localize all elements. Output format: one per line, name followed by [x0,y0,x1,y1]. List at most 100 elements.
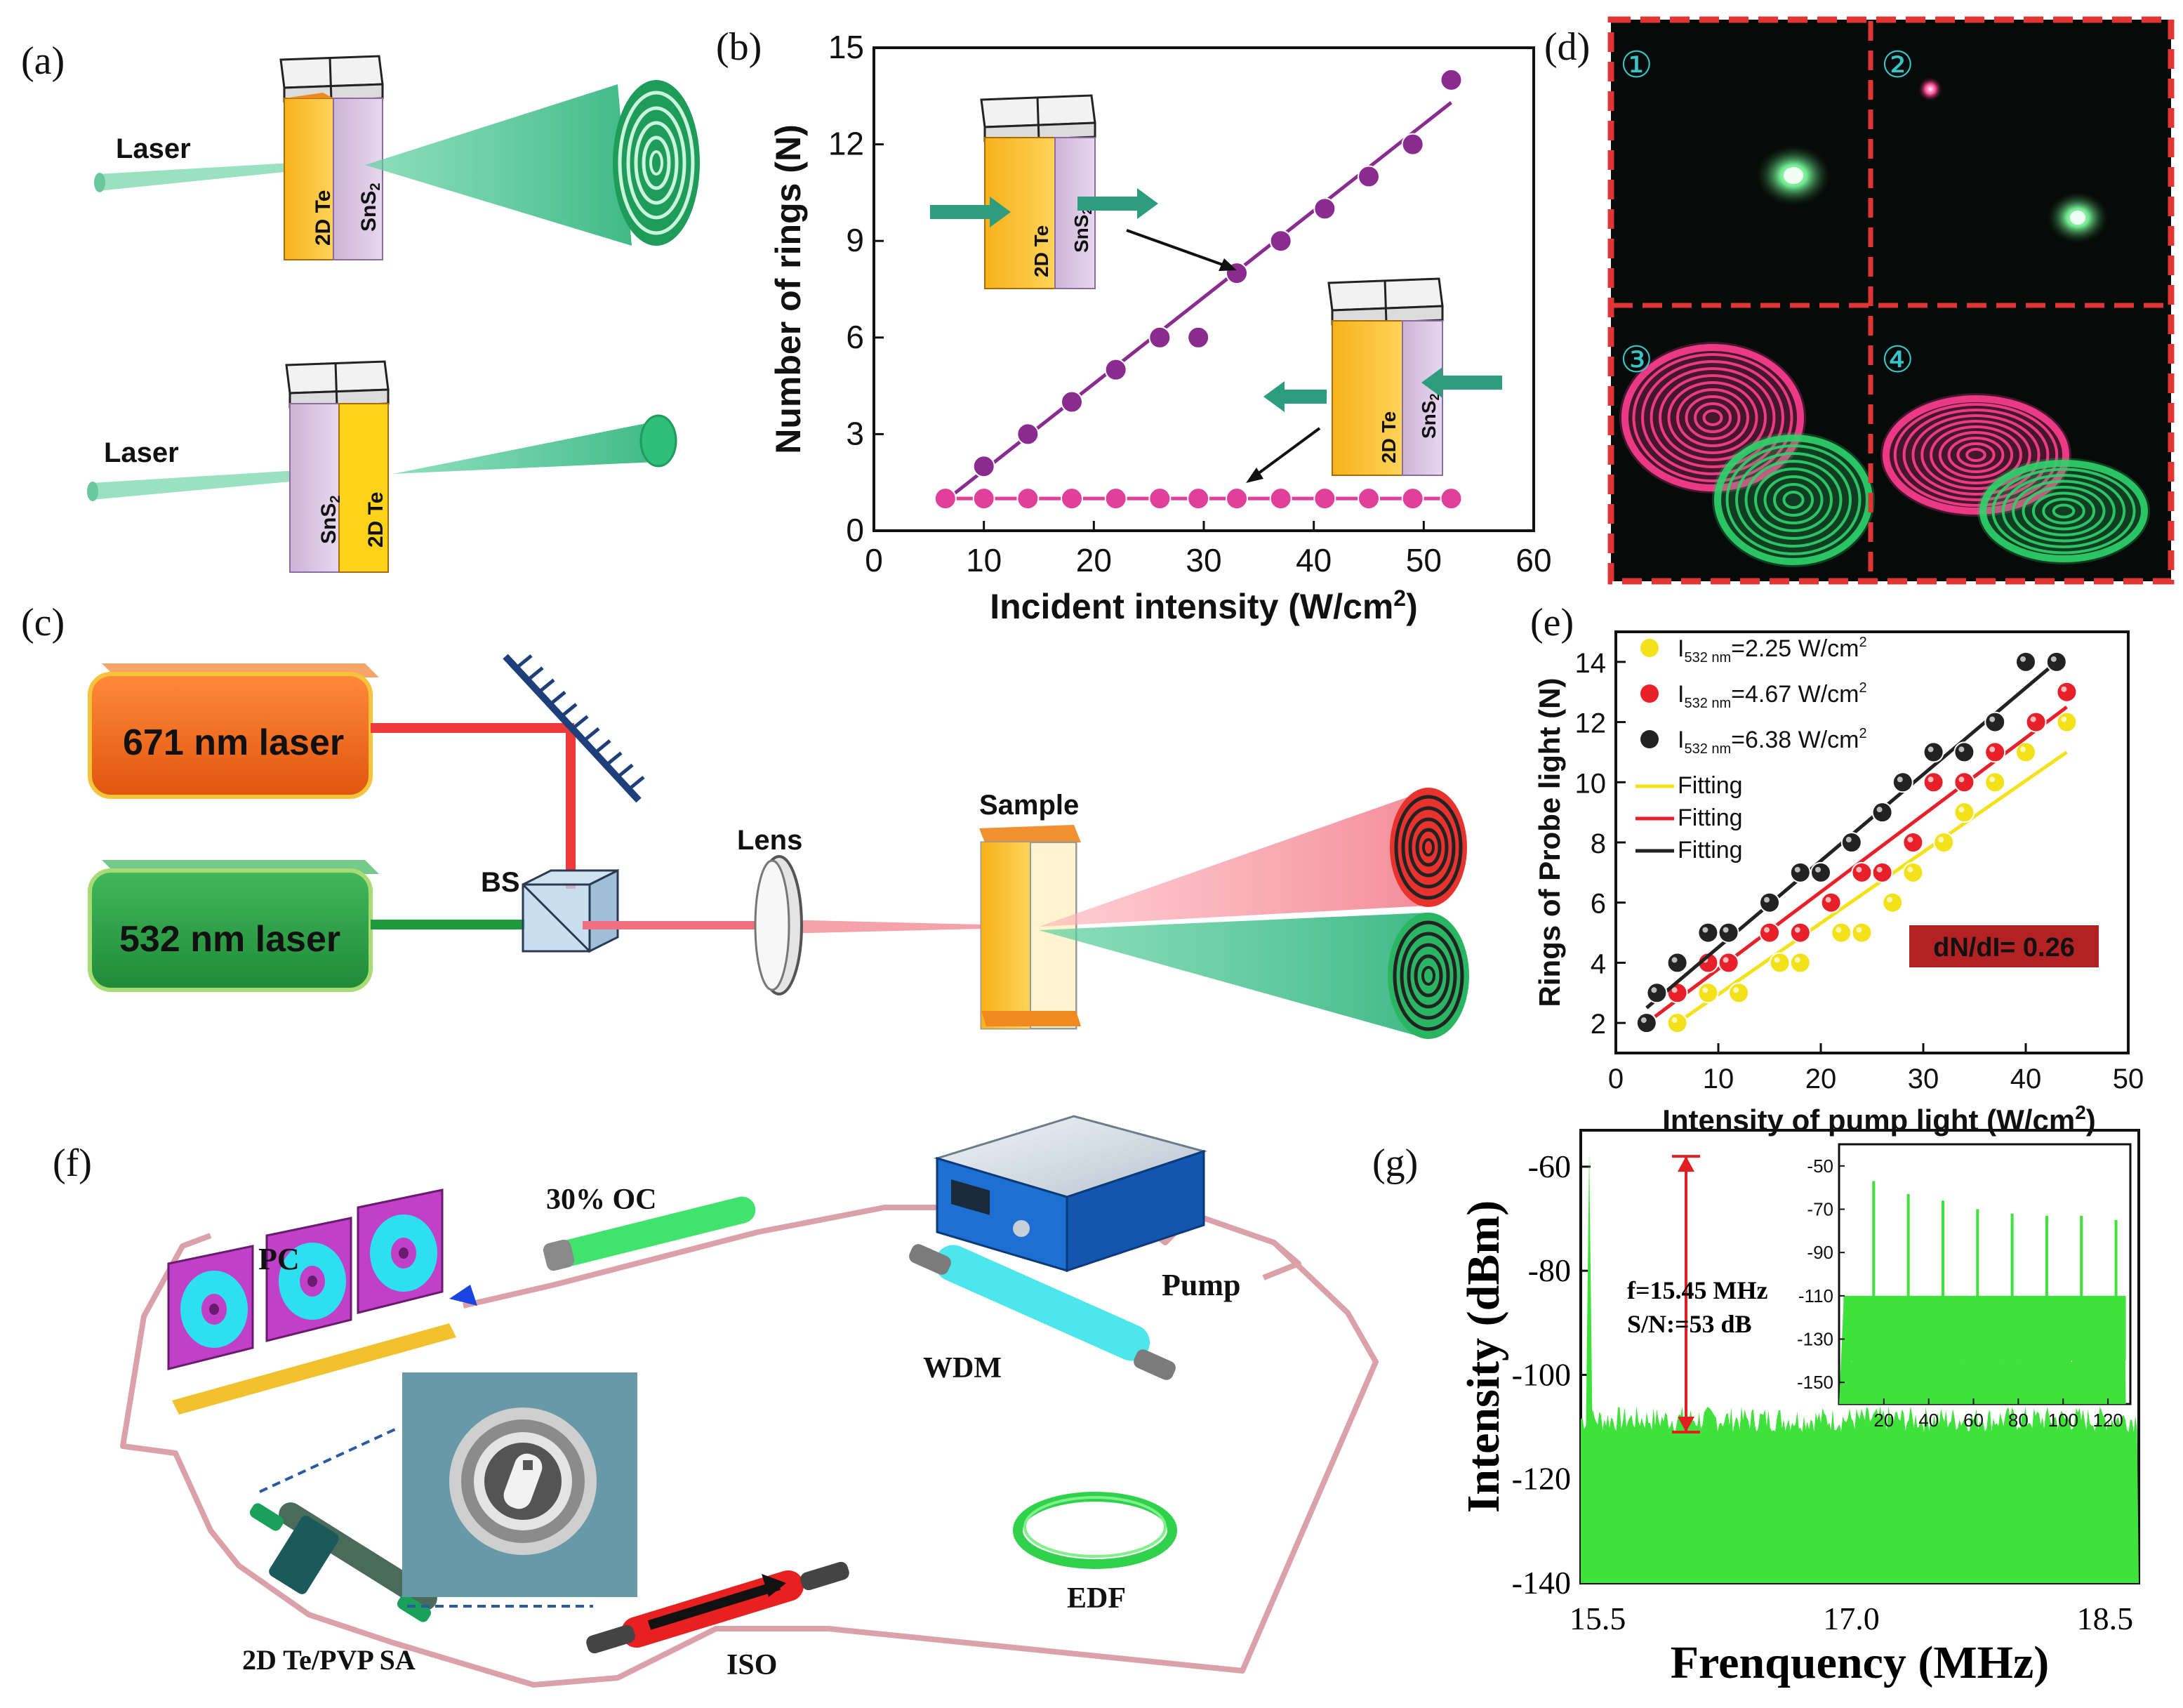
cuvette-te-sns2-top: 2D Te SnS2 [279,55,384,260]
inset-label-sns-fwd: SnS2 [1070,208,1094,253]
data-point [2045,651,2067,673]
inset-y-tick-label: -90 [1807,1242,1833,1263]
cell-label-2d-te-bottom: 2D Te [364,492,387,548]
marker-2: ② [1881,45,1914,86]
legend-marker [1640,684,1659,703]
laser-532nm: 532 nm laser [88,860,379,992]
pump-box: Pump [933,1115,1240,1302]
data-point [1953,802,1975,823]
inset-guide-top [259,1427,397,1493]
mirror-tick [548,690,566,706]
pc-paddle-center [399,1247,409,1259]
data-point [1820,892,1842,913]
data-point [1187,326,1210,349]
inset-pointer-rev [1252,427,1321,479]
y-tick-label: 15 [828,29,864,65]
red-beam-vertical [566,727,576,889]
laser-label-top: Laser [116,133,191,164]
panel-e: (e) 0 10 20 30 40 50 2 4 6 8 10 12 14 I532 nm=2.25 W/… [1530,601,2144,1137]
ring [1782,491,1805,509]
data-point-highlight [1989,716,1996,722]
slope-annotation-box [1909,925,2099,967]
data-point [1718,922,1739,944]
mirror-tick [604,751,623,767]
inset-y-tick-label: -50 [1807,1156,1833,1177]
y-tick-label: 10 [1575,768,1607,799]
data-point [1984,741,2006,763]
y-tick-label: 4 [1591,948,1606,979]
data-point-highlight [1958,776,1965,783]
annotation-frequency: f=15.45 MHz [1627,1276,1767,1304]
data-point-highlight [1825,896,1831,903]
inset-arrow-in-rev [1421,367,1502,398]
data-point [1810,861,1831,883]
data-point-highlight [1702,927,1708,933]
legend-label: Fitting [1678,837,1743,863]
ring [2022,486,2106,536]
wdm: WDM [909,1244,1176,1384]
inset-x-tick-label: 40 [1918,1410,1939,1431]
ring [1702,409,1723,426]
data-point [1984,772,2006,793]
data-point [1840,832,1862,853]
panel-a-top-setup: Laser 2D Te SnS2 [94,55,700,260]
ring [1911,414,2041,496]
data-point-highlight [1702,987,1708,993]
x-tick-label: 40 [1296,542,1332,578]
ring [2001,474,2126,548]
y-axis-label: Intensity (dBm) [1458,1200,1509,1514]
data-point [1016,423,1040,446]
data-point-highlight [1815,866,1821,873]
data-point [1851,861,1873,883]
data-point [1269,230,1292,253]
data-point-highlight [1671,987,1678,993]
legend-marker [1640,730,1659,748]
ring [1676,388,1749,447]
data-point [1313,197,1336,220]
data-point-highlight [2030,716,2036,722]
panel-label-a: (a) [21,39,65,83]
lens: Lens [737,825,803,995]
ring [2052,503,2076,519]
chart-g: 15.5 17.0 18.5 -60 -80 -100 -120 -140 f=15.45 MH… [1458,1129,2140,1688]
inset-x-tick-label: 120 [2092,1410,2123,1431]
data-point [2015,741,2036,763]
output-coupler: 30% OC [543,1184,756,1271]
inset-y-tick-label: -130 [1797,1329,1833,1350]
panel-label-b: (b) [716,25,762,69]
y-tick-label: -60 [1528,1148,1571,1184]
cell-label-sns2-bottom: SnS2 [317,496,343,544]
data-point [1697,982,1719,1004]
data-point [1104,358,1127,381]
ring [1883,395,2069,515]
data-point [1697,922,1719,944]
data-point-highlight [1794,957,1800,963]
legend-label: Fitting [1678,772,1743,799]
legend-label: I532 nm=4.67 W/cm2 [1678,680,1867,711]
inset-cuvette-reverse: 2D Te SnS2 [1246,277,1502,483]
data-point-highlight [2020,656,2026,662]
chart-e: 0 10 20 30 40 50 2 4 6 8 10 12 14 I532 nm=2.25 W/cm2 I… [1533,630,2144,1137]
green-ring-pattern [1388,913,1469,1039]
edf-label: EDF [1067,1582,1126,1615]
ring [1979,460,2148,562]
quadrant-1 [1755,144,1832,207]
bs-label: BS [481,867,520,898]
data-point [934,487,957,510]
data-point [1269,487,1292,510]
x-tick-label: 15.5 [1570,1601,1626,1636]
laser-671-label: 671 nm laser [123,722,344,763]
sample-cuvette: Sample [979,790,1081,1030]
y-tick-label: -100 [1512,1356,1571,1392]
y-tick-label: -80 [1528,1252,1571,1288]
x-tick-label: 50 [2113,1064,2144,1094]
ring [1754,468,1833,532]
data-point [2056,681,2078,703]
data-point-highlight [1733,987,1739,993]
red-ring-pattern [1390,788,1467,907]
sa-photo-inset [402,1372,637,1597]
data-point-highlight [1876,866,1883,873]
ring [1965,448,1986,462]
laser-beam-in-bottom [91,470,298,500]
panel-d: (d) ① ② ③ ④ [1544,16,2175,585]
